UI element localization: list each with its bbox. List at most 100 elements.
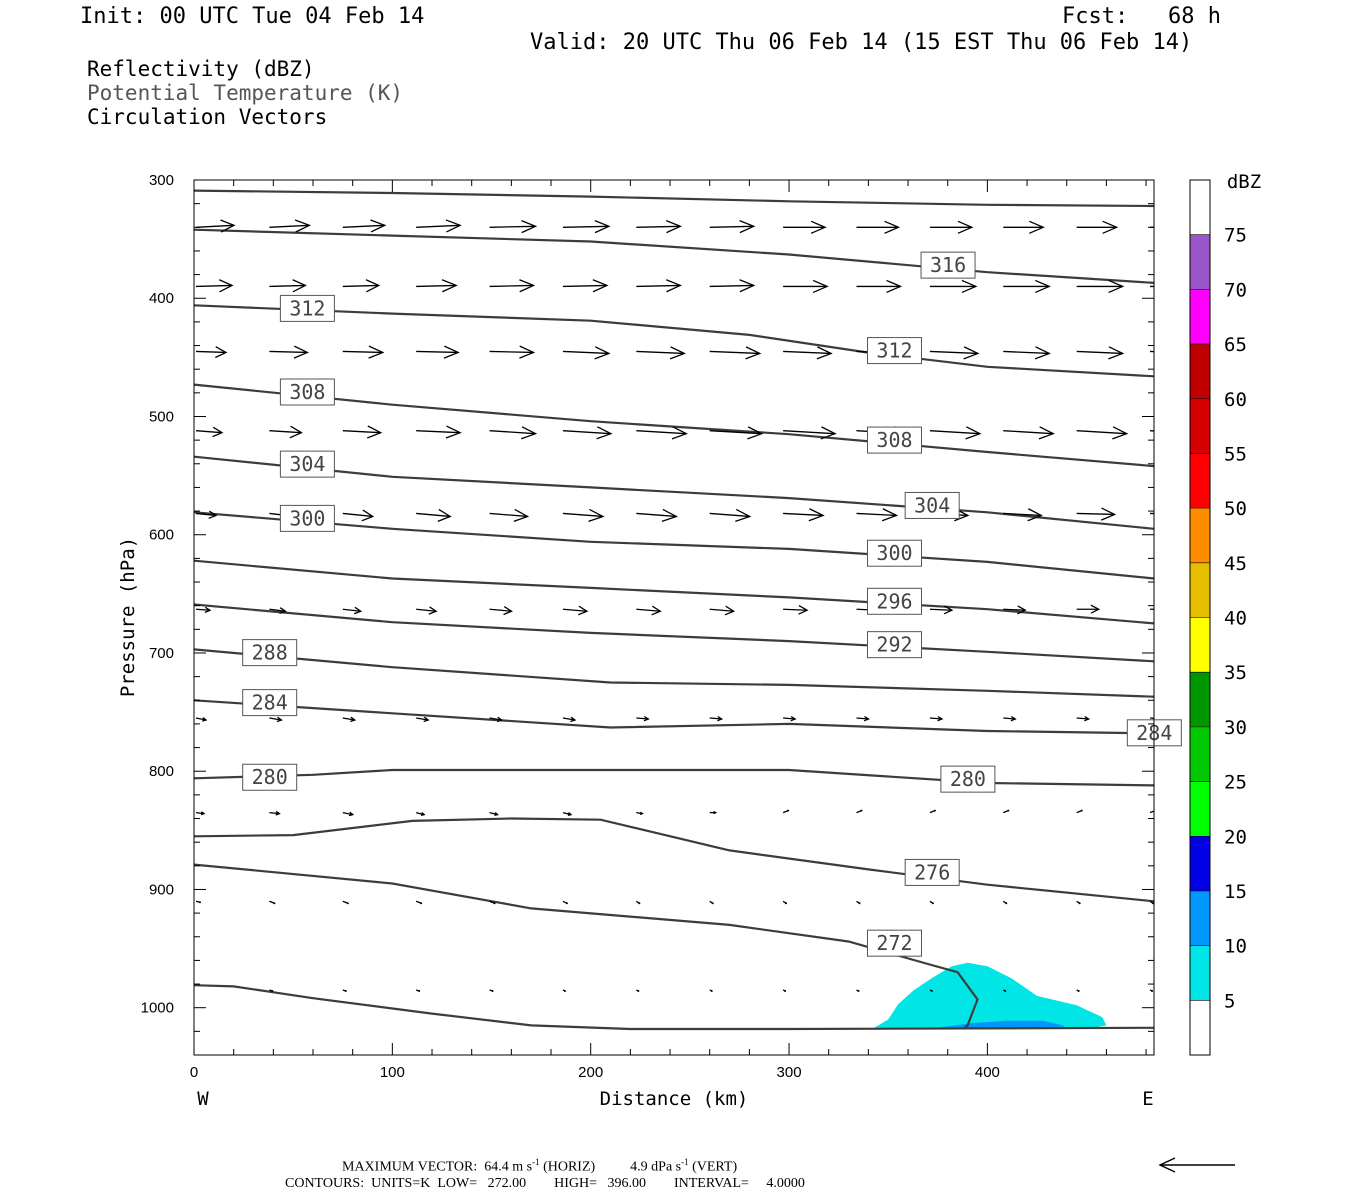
colorbar-swatch [1190, 1000, 1210, 1055]
circulation-vector [783, 346, 833, 360]
legend-theta: Potential Temperature (K) [87, 81, 404, 105]
contour-label-layer: 3163123123083083043043003002962922882842… [242, 251, 1182, 957]
contour-label-text: 276 [914, 860, 950, 884]
circulation-vector [489, 426, 538, 440]
circulation-vector [929, 346, 980, 360]
colorbar-swatch [1190, 234, 1210, 290]
circulation-vector [782, 989, 787, 992]
circulation-vector [636, 605, 662, 616]
circulation-vector [1076, 989, 1080, 992]
contour-label-text: 284 [252, 691, 288, 715]
y-tick-label: 700 [149, 645, 174, 662]
circulation-vector [269, 716, 283, 723]
theta-contour-316 [194, 228, 1154, 284]
circulation-vector [269, 279, 307, 293]
circulation-vector [1076, 279, 1125, 294]
x-tick-label: 0 [190, 1064, 198, 1081]
circulation-vector [562, 426, 613, 440]
circulation-vector [1150, 226, 1154, 228]
circulation-vector [856, 900, 861, 905]
circulation-vector [709, 508, 752, 522]
circulation-vector [195, 900, 201, 904]
x-axis-west-label: W [197, 1088, 209, 1110]
colorbar-swatch [1190, 562, 1210, 618]
circulation-vector [636, 811, 644, 815]
y-tick-label: 1000 [141, 1000, 174, 1017]
contour-label-text: 292 [876, 633, 912, 657]
contour-label-text: 288 [252, 641, 288, 665]
circulation-vector [636, 220, 682, 234]
circulation-vector [1076, 220, 1119, 234]
colorbar-swatch [1190, 344, 1210, 399]
contour-label-292: 292 [866, 631, 922, 659]
circulation-vector [709, 605, 736, 616]
colorbar-label: 40 [1224, 608, 1247, 630]
theta-contour-292 [194, 603, 1154, 663]
circulation-vector [636, 346, 686, 360]
circulation-vector [929, 605, 954, 615]
circulation-vector [1002, 989, 1007, 992]
colorbar-label: 45 [1224, 553, 1247, 575]
circulation-vector [1003, 346, 1051, 360]
colorbar-label: 50 [1224, 498, 1247, 520]
max-vector-exp-v: -1 [681, 1157, 689, 1167]
colorbar-swatch [1190, 781, 1210, 837]
circulation-vector [709, 279, 756, 293]
circulation-vector [342, 606, 363, 615]
circulation-vector [782, 900, 788, 905]
circulation-vector [342, 716, 357, 723]
theta-contour-280 [194, 768, 1154, 787]
contour-label-text: 304 [914, 493, 950, 517]
circulation-vector [856, 279, 903, 294]
circulation-vector [782, 809, 790, 814]
contour-label-308: 308 [866, 426, 922, 454]
colorbar-label: 10 [1224, 936, 1247, 958]
colorbar-label: 25 [1224, 772, 1247, 794]
max-vector-exp-h: -1 [532, 1157, 540, 1167]
contour-label-300: 300 [279, 504, 335, 532]
contour-label-text: 304 [289, 452, 325, 476]
valid-time-label: Valid: 20 UTC Thu 06 Feb 14 (15 EST Thu … [530, 30, 1193, 55]
circulation-vector [489, 220, 538, 234]
circulation-vector [1003, 605, 1027, 615]
y-tick-label: 400 [149, 290, 174, 307]
legend-vectors: Circulation Vectors [87, 105, 328, 129]
max-vector-text-3: (VERT) [688, 1159, 738, 1175]
init-time-label: Init: 00 UTC Tue 04 Feb 14 [80, 4, 425, 29]
circulation-vector [783, 604, 809, 615]
circulation-vector [195, 346, 228, 359]
circulation-vector [489, 811, 499, 816]
circulation-vector [709, 346, 762, 360]
circulation-vector [783, 715, 797, 722]
circulation-vector [562, 989, 566, 992]
contour-label-316: 316 [920, 251, 976, 279]
circulation-vector [562, 716, 577, 723]
x-axis-east-label: E [1142, 1088, 1153, 1110]
colorbar-label: 70 [1224, 279, 1247, 301]
x-tick-label: 100 [380, 1064, 405, 1081]
plot-frame [193, 179, 1155, 1056]
circulation-vector [1076, 809, 1083, 814]
y-tick-label: 600 [149, 527, 174, 544]
colorbar-swatch [1190, 726, 1210, 782]
theta-contour-284 [194, 699, 1154, 735]
circulation-vector [415, 900, 423, 905]
contour-label-312: 312 [279, 294, 335, 322]
circulation-vector [195, 606, 212, 613]
circulation-vector [709, 426, 764, 440]
theta-contour-304 [194, 455, 1154, 530]
contour-label-272: 272 [866, 929, 922, 957]
circulation-vector [783, 508, 825, 522]
circulation-vector [342, 425, 383, 439]
circulation-vector [269, 900, 276, 905]
contour-label-text: 300 [289, 506, 325, 530]
circulation-vector [929, 809, 936, 814]
circulation-vector [489, 345, 536, 359]
circulation-vector [562, 346, 611, 360]
reference-vector [1158, 1157, 1235, 1173]
circulation-vector [1003, 279, 1051, 294]
circulation-vector [342, 345, 385, 359]
circulation-vector [1003, 715, 1017, 722]
circulation-vector [342, 219, 387, 233]
x-axis-title: Distance (km) [600, 1088, 749, 1110]
